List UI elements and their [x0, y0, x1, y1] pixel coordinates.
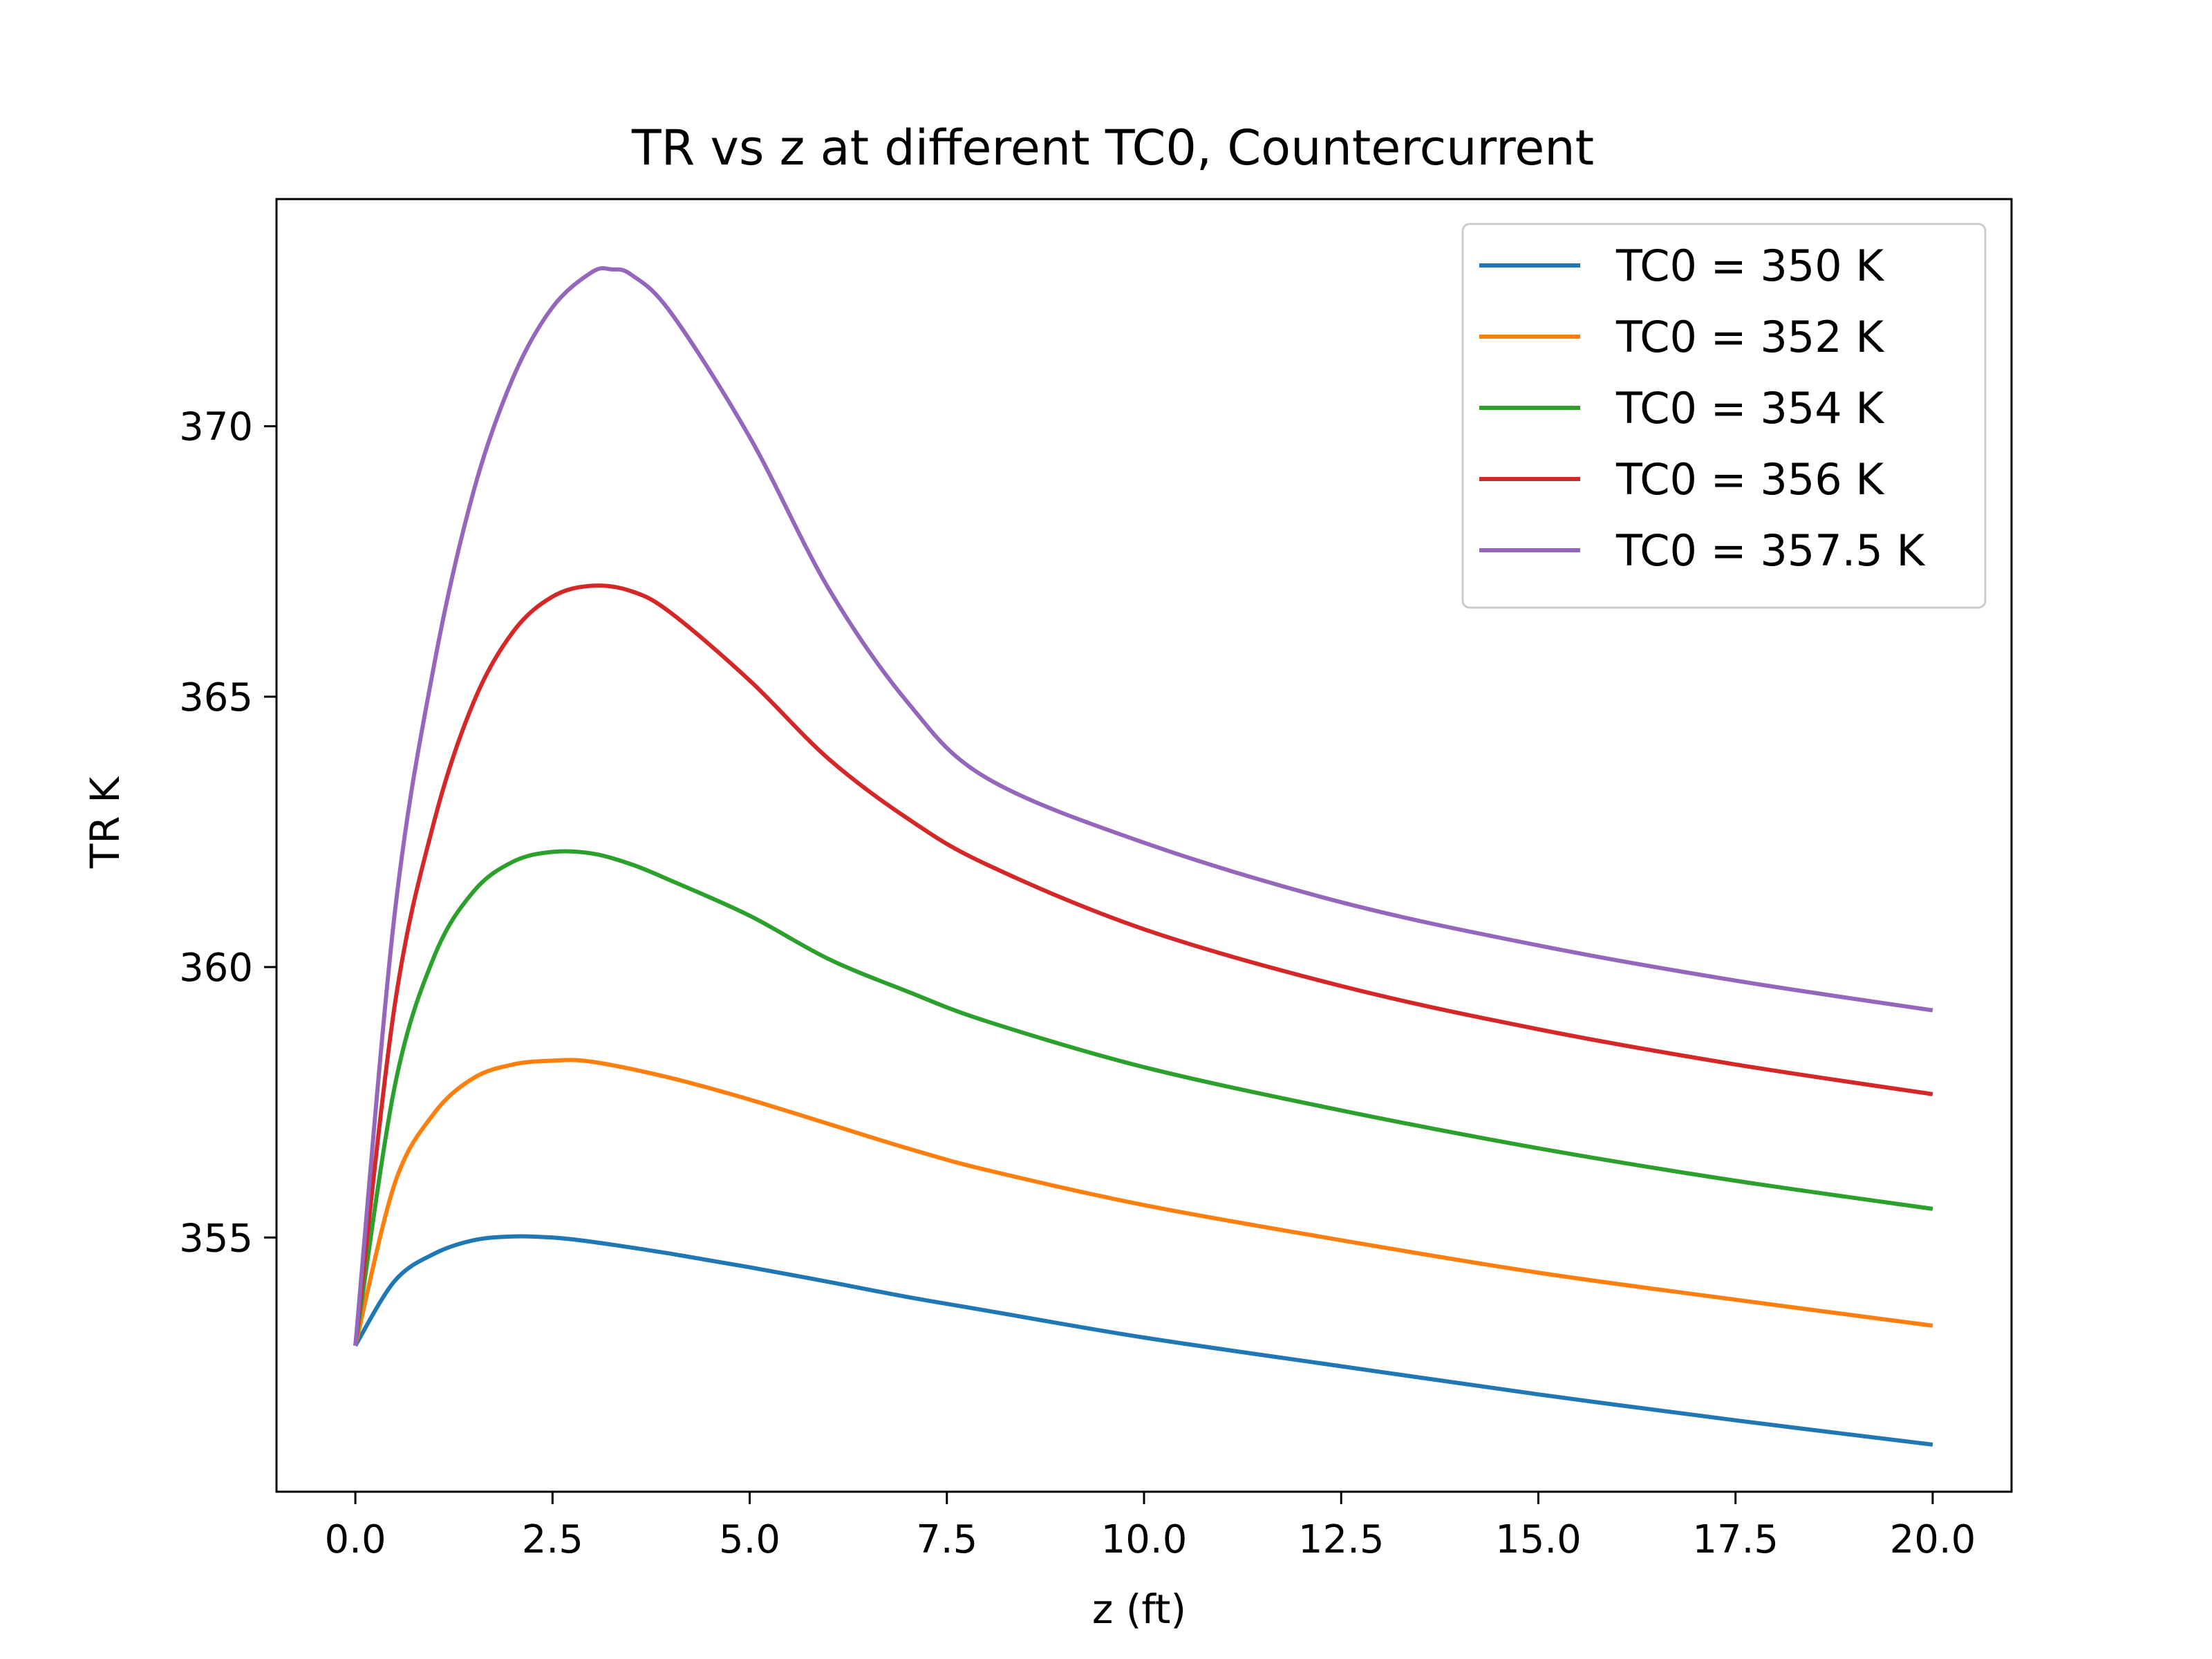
series-line-4 [353, 583, 1933, 1347]
x-tick-label: 12.5 [1298, 1517, 1385, 1562]
legend-label: TC0 = 350 K [1615, 241, 1884, 291]
y-tick-label: 355 [179, 1216, 253, 1261]
x-axis: 0.0 2.5 5.0 7.5 10.0 12.5 15.0 17.5 20.0 [325, 1492, 1976, 1562]
x-tick-label: 10.0 [1101, 1517, 1188, 1562]
series-line-2 [353, 1058, 1933, 1347]
series-line-1 [353, 1234, 1933, 1447]
x-tick-label: 2.5 [522, 1517, 583, 1562]
x-tick-label: 17.5 [1692, 1517, 1779, 1562]
y-axis: 355 360 365 370 [179, 405, 276, 1261]
x-tick-label: 20.0 [1890, 1517, 1976, 1562]
series-layer [353, 266, 1933, 1447]
legend-label: TC0 = 354 K [1615, 383, 1884, 433]
y-tick-label: 370 [179, 405, 253, 450]
legend: TC0 = 350 K TC0 = 352 K TC0 = 354 K TC0 = 3… [1461, 223, 1987, 609]
x-tick-label: 15.0 [1495, 1517, 1582, 1562]
legend-label: TC0 = 352 K [1615, 312, 1884, 362]
x-tick-label: 0.0 [325, 1517, 386, 1562]
y-axis-label: TR K [82, 776, 129, 869]
legend-box [1461, 223, 1987, 609]
legend-label: TC0 = 357.5 K [1615, 525, 1926, 576]
series-line-3 [353, 849, 1933, 1347]
x-tick-label: 7.5 [916, 1517, 977, 1562]
y-tick-label: 365 [179, 675, 253, 720]
y-tick-label: 360 [179, 946, 253, 991]
legend-label: TC0 = 356 K [1615, 454, 1884, 505]
x-tick-label: 5.0 [719, 1517, 780, 1562]
chart-title: TR vs z at different TC0, Countercurrent [631, 120, 1594, 176]
series-line-5 [353, 266, 1933, 1346]
x-axis-label: z (ft) [1092, 1586, 1186, 1633]
